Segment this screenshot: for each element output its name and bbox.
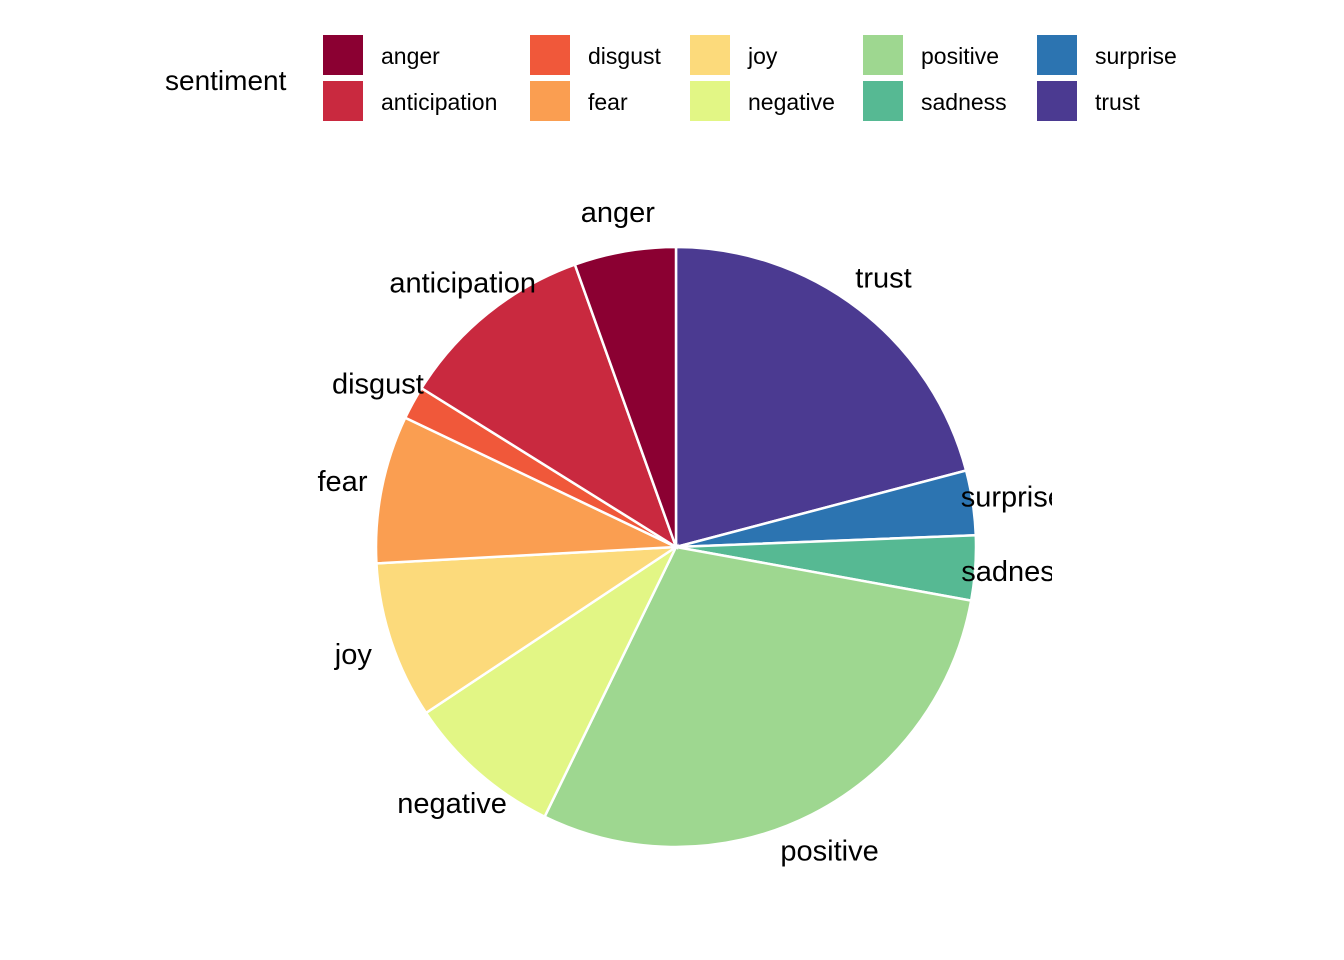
legend-swatch-anger [323, 35, 363, 75]
legend-label-surprise: surprise [1095, 43, 1177, 69]
pie-slice-fear [374, 416, 677, 565]
legend-swatch-joy [690, 35, 730, 75]
legend-label-sadness: sadness [921, 89, 1007, 115]
legend-swatch-trust [1037, 81, 1077, 121]
pie: trust surprise sadness positive negative joy f… [318, 197, 1069, 867]
legend: sentiment anger anticipation disgust fear jo… [165, 35, 1177, 121]
legend-label-negative: negative [748, 89, 835, 115]
slice-label-anger: anger [581, 197, 656, 229]
legend-label-anger: anger [381, 43, 440, 69]
legend-swatch-anticipation [323, 81, 363, 121]
pie-slice-positive [542, 545, 973, 849]
legend-label-disgust: disgust [588, 43, 661, 69]
pie-slice-anger [573, 245, 678, 548]
legend-label-anticipation: anticipation [381, 89, 497, 115]
pie-slice-joy [375, 545, 681, 715]
legend-swatch-sadness [863, 81, 903, 121]
legend-label-fear: fear [588, 89, 628, 115]
slice-label-negative: negative [397, 788, 507, 820]
legend-title: sentiment [165, 65, 287, 96]
legend-swatch-negative [690, 81, 730, 121]
slice-label-sadness: sadness [961, 556, 1069, 588]
pie-slice-anticipation [419, 262, 679, 550]
slice-label-anticipation: anticipation [389, 267, 536, 299]
legend-swatch-disgust [530, 35, 570, 75]
slice-label-positive: positive [780, 835, 878, 867]
legend-swatch-surprise [1037, 35, 1077, 75]
legend-label-trust: trust [1095, 89, 1140, 115]
legend-swatch-positive [863, 35, 903, 75]
slice-label-fear: fear [318, 466, 368, 498]
slice-label-trust: trust [855, 263, 911, 295]
legend-label-joy: joy [747, 43, 778, 69]
legend-label-positive: positive [921, 43, 999, 69]
slice-label-surprise: surprise [961, 482, 1064, 514]
slice-label-disgust: disgust [332, 369, 424, 401]
legend-swatch-fear [530, 81, 570, 121]
slice-label-joy: joy [334, 639, 373, 671]
pie-slice-trust [674, 245, 968, 549]
pie-slice-negative [424, 543, 680, 819]
